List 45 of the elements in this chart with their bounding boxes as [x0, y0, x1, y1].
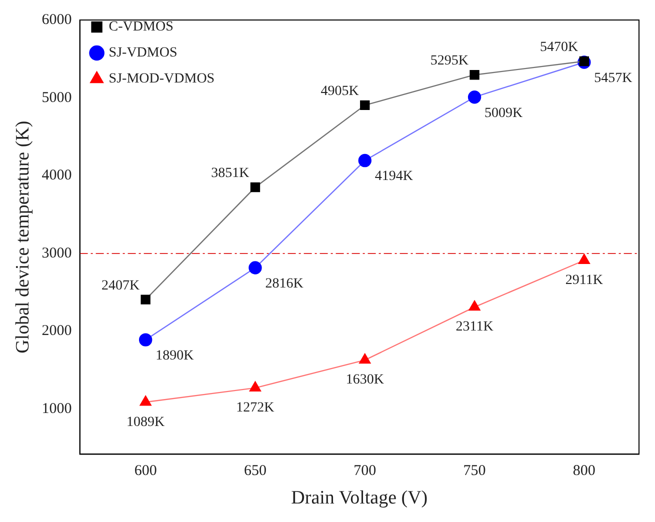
data-label: 2816K — [265, 276, 304, 292]
point — [579, 56, 590, 66]
point — [140, 396, 152, 406]
data-label: 3851K — [211, 166, 250, 181]
data-label: 1272K — [236, 400, 274, 416]
data-label: 4194K — [374, 169, 414, 184]
data-label: 2407K — [101, 278, 140, 294]
point — [360, 100, 370, 110]
point — [250, 182, 260, 192]
data-label: 5470K — [540, 40, 578, 55]
point — [468, 90, 482, 104]
x-axis-title: Drain Voltage (V) — [291, 488, 428, 509]
point — [248, 261, 262, 274]
point — [138, 333, 152, 346]
y-tick-label: 5000 — [42, 90, 72, 106]
data-label: 1630K — [346, 372, 384, 388]
data-label: 2311K — [456, 320, 494, 335]
point — [359, 353, 371, 364]
x-tick-label: 750 — [463, 463, 486, 480]
point — [249, 381, 262, 392]
point — [468, 300, 480, 311]
x-tick-label: 650 — [244, 463, 266, 480]
legend-label: SJ-VDMOS — [108, 46, 178, 61]
data-label: 1890K — [156, 348, 194, 364]
legend-label: C-VDMOS — [108, 20, 174, 35]
data-label: 1089K — [126, 414, 165, 430]
y-tick-label: 2000 — [42, 323, 72, 340]
x-tick-label: 700 — [354, 463, 376, 480]
legend-label: SJ-MOD-VDMOS — [108, 72, 215, 87]
point — [140, 294, 150, 304]
y-tick-label: 3000 — [42, 245, 72, 262]
data-label: 2911K — [565, 273, 603, 288]
point — [358, 154, 372, 168]
data-label: 5295K — [430, 54, 469, 69]
y-tick-label: 4000 — [42, 168, 72, 184]
point — [578, 254, 590, 264]
point — [470, 70, 480, 80]
y-tick-label: 1000 — [42, 401, 72, 418]
x-tick-label: 600 — [134, 463, 157, 480]
data-label: 5457K — [594, 70, 632, 86]
data-label: 4905K — [320, 84, 359, 99]
data-label: 5009K — [484, 106, 523, 121]
y-axis-title: Global device temperature (K) — [12, 120, 34, 354]
x-tick-label: 800 — [572, 463, 596, 480]
y-tick-label: 6000 — [42, 12, 72, 28]
